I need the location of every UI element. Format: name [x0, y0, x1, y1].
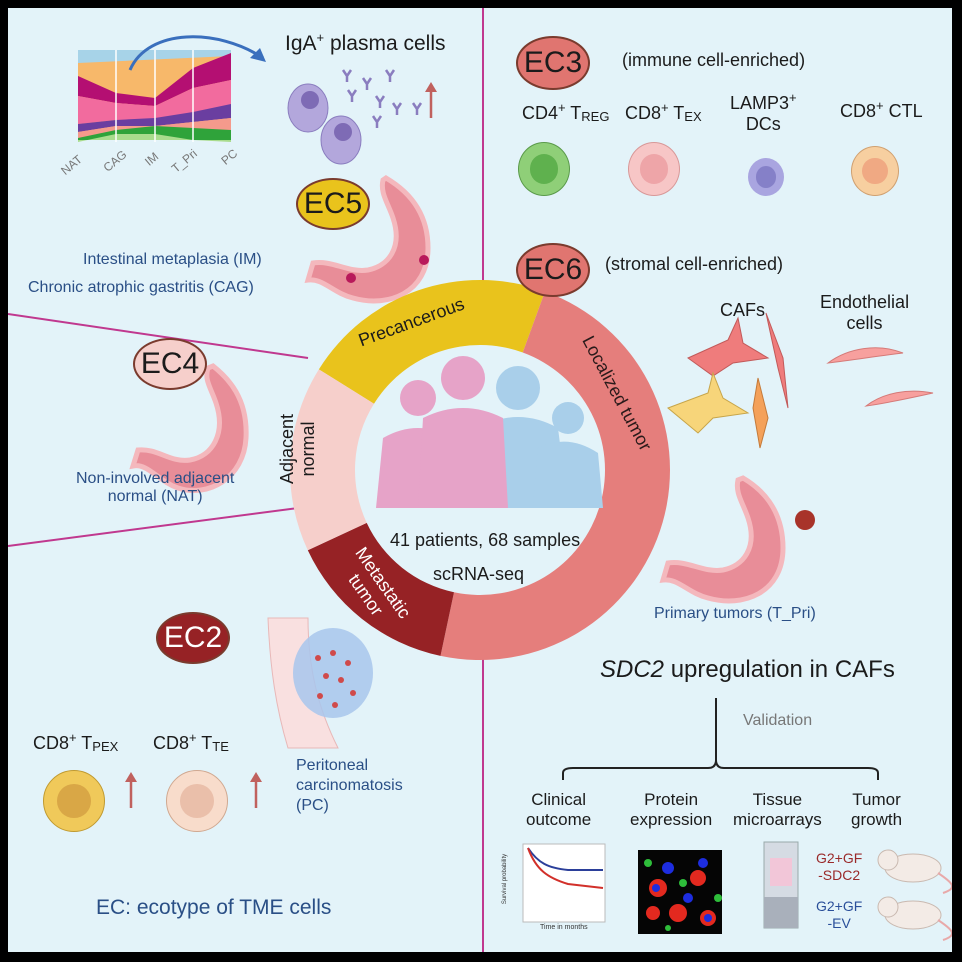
stomach-tumor-icon	[659, 475, 815, 604]
km-ylabel: Survival probability	[502, 853, 509, 905]
primary-tumors-label: Primary tumors (T_Pri)	[654, 605, 816, 622]
cell-label-tte: CD8+ TTE	[153, 730, 229, 754]
cell-label-tpex: CD8+ TPEX	[33, 730, 119, 754]
graphical-abstract: NAT CAG IM T_Pri PC IgA+ plasma cells EC…	[8, 8, 952, 952]
cafs-label: CAFs	[720, 300, 765, 320]
validation-label: Validation	[743, 712, 813, 729]
sdc2-title: SDC2 upregulation in CAFs	[600, 656, 895, 684]
sdc2-title-rest: upregulation in CAFs	[664, 656, 895, 683]
ec6-description: (stromal cell-enriched)	[605, 254, 784, 274]
dc-cell-icon	[748, 158, 784, 196]
stomach-ec4-icon	[129, 363, 249, 494]
antibody-icons	[341, 69, 423, 128]
ec5-badge: EC5	[296, 178, 370, 230]
ring-segment-localized	[440, 291, 671, 660]
cell-label-ctl: CD8+ CTL	[840, 98, 923, 121]
plasma-title-sup: +	[316, 30, 325, 45]
ring-center-patients: 41 patients, 68 samples	[390, 530, 581, 550]
tte-cell-icon	[166, 770, 228, 832]
mouse-ev-label: G2+GF -EV	[816, 898, 863, 931]
ec3-badge: EC3	[516, 36, 590, 90]
cell-label-treg: CD4+ TREG	[522, 100, 610, 124]
patients-silhouette	[376, 356, 603, 508]
ring-label-adjacent: Adjacent normal	[277, 413, 319, 485]
pc-label: Peritoneal carcinomatosis (PC)	[296, 757, 403, 814]
tpex-cell-icon	[43, 770, 105, 832]
nat-label: Non-involved adjacent normal (NAT)	[76, 470, 235, 505]
validation-tissue: Tissue microarrays	[733, 790, 822, 829]
tissue-microarray-slide	[763, 841, 799, 929]
ec4-badge: EC4	[133, 338, 207, 390]
cell-label-lamp3: LAMP3+ DCs	[730, 90, 797, 134]
arrow-icon	[128, 35, 264, 71]
validation-clinical: Clinical outcome	[526, 790, 592, 829]
ctl-cell-icon	[851, 146, 899, 196]
sdc2-gene: SDC2	[600, 656, 665, 683]
stream-chart	[78, 35, 266, 142]
plasma-cells-title: IgA+ plasma cells	[285, 30, 446, 56]
disease-stage-ring	[289, 280, 671, 660]
plasma-title-rest: plasma cells	[324, 32, 446, 55]
caf-cell-icons	[667, 312, 789, 449]
im-label: Intestinal metaplasia (IM)	[83, 251, 262, 268]
mouse-icons	[877, 849, 952, 941]
ec2-badge: EC2	[156, 612, 230, 664]
ec6-badge: EC6	[516, 243, 590, 297]
ec3-description: (immune cell-enriched)	[622, 50, 806, 70]
km-plot	[522, 843, 606, 923]
validation-bracket	[562, 698, 879, 780]
tex-cell-icon	[628, 142, 680, 196]
ring-segment-metastatic	[307, 522, 455, 656]
ring-segment-precancerous	[318, 280, 545, 404]
ring-center-method: scRNA-seq	[433, 564, 525, 584]
divider-diagonal-lower	[8, 507, 299, 547]
plasma-title-main: IgA	[285, 32, 317, 55]
diagram-graphics	[8, 8, 952, 952]
ecotype-legend: EC: ecotype of TME cells	[96, 896, 332, 919]
validation-tumor: Tumor growth	[851, 790, 903, 829]
endothelial-cell-icons	[826, 347, 934, 407]
mouse-sdc2-label: G2+GF -SDC2	[816, 850, 863, 883]
stomach-ec5-icon	[304, 175, 431, 304]
cell-label-tex: CD8+ TEX	[625, 100, 702, 124]
treg-cell-icon	[518, 142, 570, 196]
validation-protein: Protein expression	[630, 790, 713, 829]
peritoneum-icon	[267, 617, 373, 749]
km-xlabel: Time in months	[540, 924, 588, 931]
divider-diagonal-upper	[8, 313, 309, 359]
cag-label: Chronic atrophic gastritis (CAG)	[28, 279, 254, 296]
protein-expression-image	[638, 850, 722, 934]
tumor-icon	[795, 510, 815, 530]
endothelial-label: Endothelial cells	[820, 292, 910, 333]
ring-segment-adjacent	[289, 369, 374, 551]
